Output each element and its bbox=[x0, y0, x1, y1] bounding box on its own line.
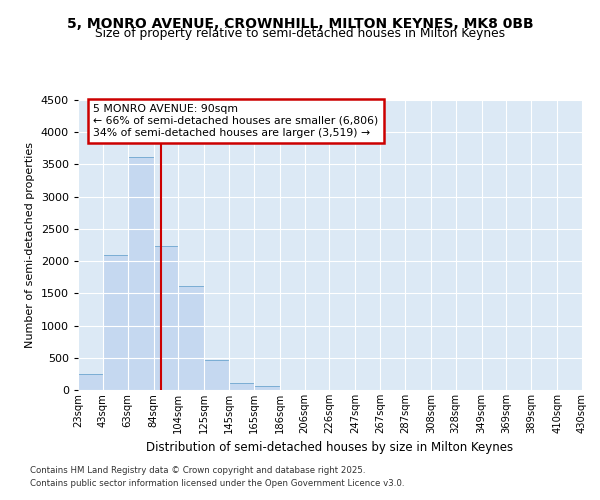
Bar bbox=[254, 386, 280, 390]
Bar bbox=[128, 156, 154, 390]
Y-axis label: Number of semi-detached properties: Number of semi-detached properties bbox=[25, 142, 35, 348]
Text: 5 MONRO AVENUE: 90sqm
← 66% of semi-detached houses are smaller (6,806)
34% of s: 5 MONRO AVENUE: 90sqm ← 66% of semi-deta… bbox=[93, 104, 379, 138]
Bar bbox=[78, 374, 103, 390]
X-axis label: Distribution of semi-detached houses by size in Milton Keynes: Distribution of semi-detached houses by … bbox=[146, 442, 514, 454]
Text: Size of property relative to semi-detached houses in Milton Keynes: Size of property relative to semi-detach… bbox=[95, 28, 505, 40]
Bar bbox=[154, 246, 178, 390]
Bar bbox=[103, 254, 128, 390]
Bar bbox=[205, 360, 229, 390]
Bar bbox=[178, 286, 205, 390]
Bar bbox=[229, 383, 254, 390]
Text: Contains HM Land Registry data © Crown copyright and database right 2025.
Contai: Contains HM Land Registry data © Crown c… bbox=[30, 466, 404, 487]
Text: 5, MONRO AVENUE, CROWNHILL, MILTON KEYNES, MK8 0BB: 5, MONRO AVENUE, CROWNHILL, MILTON KEYNE… bbox=[67, 18, 533, 32]
